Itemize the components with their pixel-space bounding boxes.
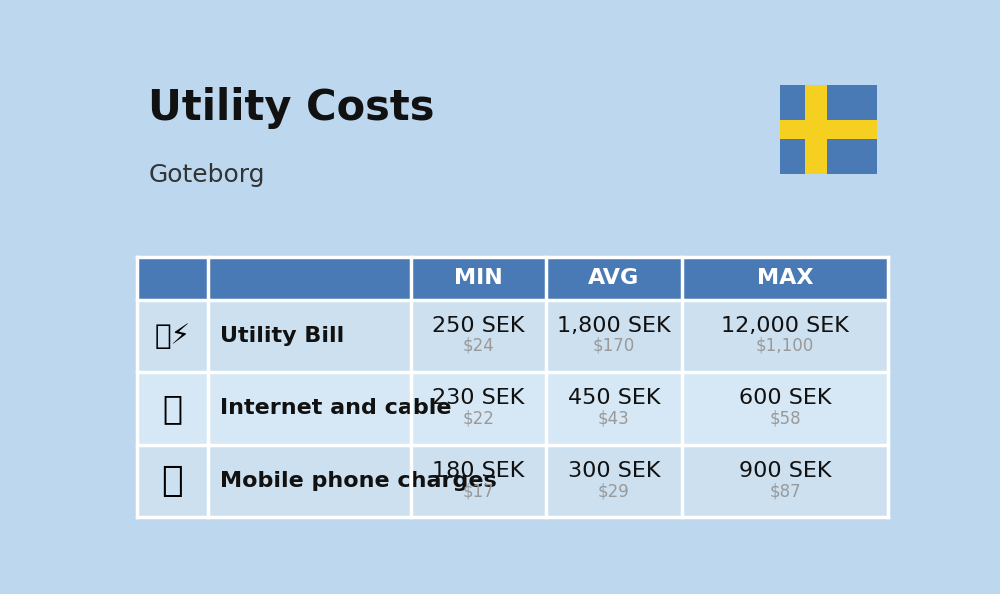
- Text: MAX: MAX: [757, 268, 813, 288]
- Text: $58: $58: [769, 409, 801, 428]
- Text: Utility Bill: Utility Bill: [220, 326, 344, 346]
- Text: 600 SEK: 600 SEK: [739, 388, 831, 408]
- Bar: [137, 372, 888, 445]
- Text: $22: $22: [463, 409, 495, 428]
- Text: 450 SEK: 450 SEK: [568, 388, 660, 408]
- Bar: [780, 121, 877, 139]
- Text: 300 SEK: 300 SEK: [568, 461, 660, 481]
- Text: 180 SEK: 180 SEK: [432, 461, 525, 481]
- Bar: [411, 257, 546, 299]
- Text: 12,000 SEK: 12,000 SEK: [721, 316, 849, 336]
- Text: Goteborg: Goteborg: [148, 163, 265, 187]
- Text: Internet and cable: Internet and cable: [220, 399, 451, 418]
- Text: $1,100: $1,100: [756, 337, 814, 355]
- Text: $24: $24: [463, 337, 495, 355]
- Bar: [208, 257, 411, 299]
- Text: $170: $170: [593, 337, 635, 355]
- Text: $87: $87: [769, 482, 801, 500]
- Text: Utility Costs: Utility Costs: [148, 87, 435, 129]
- Bar: [137, 299, 888, 372]
- Bar: [780, 85, 877, 174]
- Text: 1,800 SEK: 1,800 SEK: [557, 316, 671, 336]
- Text: MIN: MIN: [454, 268, 503, 288]
- Text: 230 SEK: 230 SEK: [432, 388, 525, 408]
- Bar: [682, 257, 888, 299]
- Text: $17: $17: [463, 482, 495, 500]
- Bar: [805, 85, 827, 174]
- Bar: [546, 257, 682, 299]
- Text: $29: $29: [598, 482, 630, 500]
- Bar: [137, 257, 208, 299]
- Text: 900 SEK: 900 SEK: [739, 461, 831, 481]
- Text: Mobile phone charges: Mobile phone charges: [220, 471, 496, 491]
- Text: 250 SEK: 250 SEK: [432, 316, 525, 336]
- Text: 📡: 📡: [162, 392, 182, 425]
- Text: AVG: AVG: [588, 268, 640, 288]
- Bar: [137, 445, 888, 517]
- Text: 🔧⚡: 🔧⚡: [154, 322, 190, 350]
- Text: $43: $43: [598, 409, 630, 428]
- Text: 📱: 📱: [162, 464, 183, 498]
